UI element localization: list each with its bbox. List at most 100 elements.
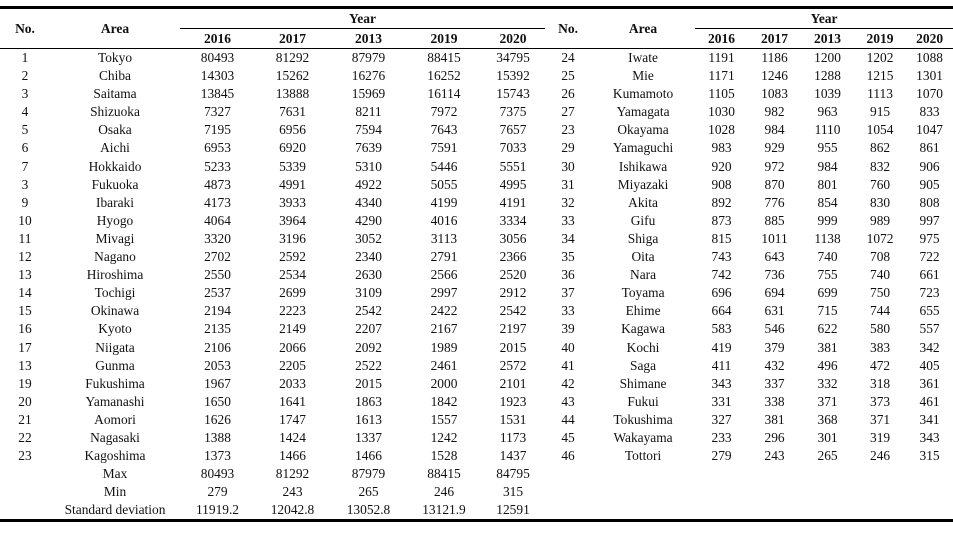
summary-value: 11919.2 — [195, 502, 240, 518]
row-no: 16 — [18, 321, 32, 337]
row-value: 1466 — [279, 448, 306, 464]
row-value: 1202 — [866, 50, 894, 65]
row-no: 27 — [561, 104, 575, 120]
row-value: 905 — [919, 176, 940, 192]
row-value: 2015 — [355, 375, 382, 391]
row-area: Fukui — [627, 393, 659, 409]
row-value: 87979 — [351, 50, 386, 65]
table-row: 16 Kyoto 2135 2149 2207 2167 2197 39 Kagawa 583 54… — [0, 320, 953, 338]
right-year-2020-header: 2020 — [906, 28, 953, 49]
row-value: 1424 — [279, 429, 306, 445]
row-value: 1047 — [916, 122, 943, 138]
row-value: 332 — [817, 375, 838, 391]
row-area: Nagano — [94, 249, 136, 265]
row-value: 1923 — [499, 393, 527, 409]
row-value: 6956 — [279, 122, 306, 138]
row-no: 44 — [561, 411, 575, 427]
row-value: 4016 — [430, 212, 458, 228]
row-value: 246 — [870, 448, 891, 464]
row-value: 2207 — [355, 321, 382, 337]
row-value: 81292 — [275, 50, 310, 65]
row-area: Akita — [628, 194, 658, 210]
summary-empty — [854, 501, 906, 521]
row-no: 13 — [18, 267, 32, 283]
row-no: 3 — [21, 176, 29, 192]
prefecture-year-table: No. Area Year No. Area Year 2016 2017 20… — [0, 6, 953, 523]
row-value: 5339 — [279, 158, 306, 174]
row-value: 1747 — [279, 411, 306, 427]
row-area: Hiroshima — [86, 267, 144, 283]
row-area: Tochigi — [94, 285, 136, 301]
row-no: 10 — [18, 212, 32, 228]
row-value: 808 — [919, 194, 940, 210]
row-value: 2534 — [279, 267, 306, 283]
row-value: 301 — [817, 429, 838, 445]
table-row: 4 Shizuoka 7327 7631 8211 7972 7375 27 Yamagata 1… — [0, 103, 953, 121]
left-year-2017-header: 2017 — [255, 28, 330, 49]
row-value: 694 — [764, 285, 785, 301]
row-value: 1105 — [708, 86, 735, 102]
row-area: Chiba — [99, 68, 131, 84]
row-value: 3056 — [499, 230, 527, 246]
row-value: 2033 — [279, 375, 306, 391]
row-value: 4191 — [499, 194, 527, 210]
row-value: 2572 — [499, 357, 527, 373]
row-value: 3113 — [430, 230, 458, 246]
row-value: 15969 — [351, 86, 386, 102]
row-no: 17 — [18, 339, 32, 355]
row-value: 4064 — [204, 212, 231, 228]
row-value: 5446 — [430, 158, 458, 174]
row-value: 955 — [817, 140, 838, 156]
row-no: 23 — [18, 448, 32, 464]
row-value: 1437 — [499, 448, 527, 464]
row-no: 37 — [561, 285, 575, 301]
row-value: 631 — [764, 303, 785, 319]
row-value: 2630 — [355, 267, 382, 283]
row-value: 1113 — [867, 86, 893, 102]
row-area: Mie — [632, 68, 654, 84]
row-value: 361 — [919, 375, 940, 391]
right-year-2013-header: 2013 — [801, 28, 855, 49]
summary-row: Max 80493 81292 87979 88415 84795 — [0, 465, 953, 483]
row-no: 26 — [561, 86, 575, 102]
right-year-2016-header: 2016 — [695, 28, 749, 49]
header-row-group: No. Area Year No. Area Year — [0, 7, 953, 49]
row-value: 722 — [919, 249, 940, 265]
row-value: 233 — [711, 429, 732, 445]
row-value: 2366 — [499, 249, 527, 265]
row-value: 5055 — [430, 176, 458, 192]
left-year-group-header: Year — [180, 7, 546, 29]
left-year-2019-header: 2019 — [407, 28, 481, 49]
row-value: 319 — [870, 429, 891, 445]
row-value: 2340 — [355, 249, 382, 265]
row-value: 1083 — [761, 86, 788, 102]
row-value: 3320 — [204, 230, 231, 246]
row-value: 740 — [870, 267, 891, 283]
row-value: 7631 — [279, 104, 306, 120]
row-no: 36 — [561, 267, 575, 283]
row-no: 22 — [18, 429, 32, 445]
row-value: 862 — [870, 140, 891, 156]
row-value: 4991 — [279, 176, 306, 192]
table-row: 15 Okinawa 2194 2223 2542 2422 2542 33 Ehime 664 6… — [0, 302, 953, 320]
row-value: 776 — [764, 194, 785, 210]
row-value: 557 — [919, 321, 940, 337]
row-value: 1641 — [279, 393, 306, 409]
row-no: 13 — [18, 357, 32, 373]
row-value: 2699 — [279, 285, 306, 301]
row-value: 315 — [919, 448, 940, 464]
summary-empty — [854, 483, 906, 501]
row-area: Wakayama — [613, 429, 673, 445]
row-no: 7 — [21, 158, 29, 174]
row-value: 2520 — [499, 267, 527, 283]
row-value: 5233 — [204, 158, 231, 174]
row-value: 373 — [870, 393, 891, 409]
row-area: Miyazaki — [617, 176, 669, 192]
summary-label: Standard deviation — [64, 502, 166, 518]
summary-no-empty — [0, 483, 50, 501]
summary-empty — [695, 501, 748, 521]
table-header: No. Area Year No. Area Year 2016 2017 20… — [0, 7, 953, 49]
table-row: 2 Chiba 14303 15262 16276 16252 15392 25 Mie 1171… — [0, 67, 953, 85]
row-value: 1011 — [761, 230, 788, 246]
row-value: 1388 — [204, 429, 231, 445]
